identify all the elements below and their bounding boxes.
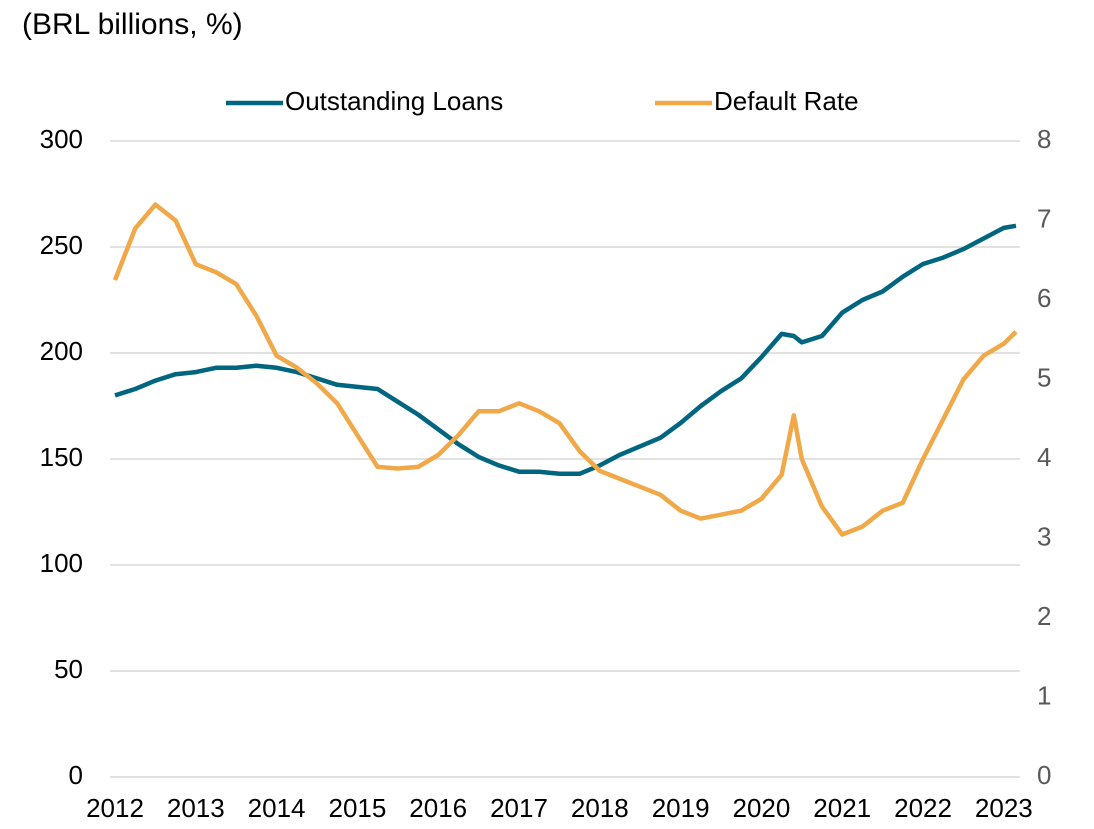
y2-tick-label: 4 bbox=[1037, 442, 1051, 472]
line-series bbox=[112, 202, 1018, 537]
x-tick-label: 2012 bbox=[86, 793, 144, 823]
y-tick-label: 100 bbox=[40, 548, 83, 578]
legend-label: Default Rate bbox=[714, 86, 859, 116]
x-tick-label: 2020 bbox=[733, 793, 791, 823]
x-tick-label: 2019 bbox=[652, 793, 710, 823]
x-tick-label: 2021 bbox=[813, 793, 871, 823]
legend-label: Outstanding Loans bbox=[285, 86, 503, 116]
y2-tick-label: 5 bbox=[1037, 362, 1051, 392]
y2-tick-label: 2 bbox=[1037, 601, 1051, 631]
y2-tick-label: 6 bbox=[1037, 283, 1051, 313]
x-tick-label: 2017 bbox=[490, 793, 548, 823]
y-tick-label: 250 bbox=[40, 230, 83, 260]
y-tick-label: 0 bbox=[69, 760, 83, 790]
x-tick-label: 2023 bbox=[975, 793, 1033, 823]
y-tick-label: 50 bbox=[54, 654, 83, 684]
line-series bbox=[114, 223, 1017, 477]
x-tick-label: 2018 bbox=[571, 793, 629, 823]
y-tick-label: 300 bbox=[40, 124, 83, 154]
y2-tick-label: 1 bbox=[1037, 680, 1051, 710]
x-tick-label: 2013 bbox=[167, 793, 225, 823]
y2-tick-label: 0 bbox=[1037, 760, 1051, 790]
y-tick-label: 200 bbox=[40, 336, 83, 366]
x-tick-label: 2016 bbox=[409, 793, 467, 823]
y2-tick-label: 7 bbox=[1037, 203, 1051, 233]
y-tick-label: 150 bbox=[40, 442, 83, 472]
chart-subtitle: (BRL billions, %) bbox=[22, 8, 243, 41]
x-tick-label: 2014 bbox=[248, 793, 306, 823]
x-tick-label: 2022 bbox=[894, 793, 952, 823]
y2-tick-label: 3 bbox=[1037, 521, 1051, 551]
y2-tick-label: 8 bbox=[1037, 124, 1051, 154]
x-tick-label: 2015 bbox=[328, 793, 386, 823]
